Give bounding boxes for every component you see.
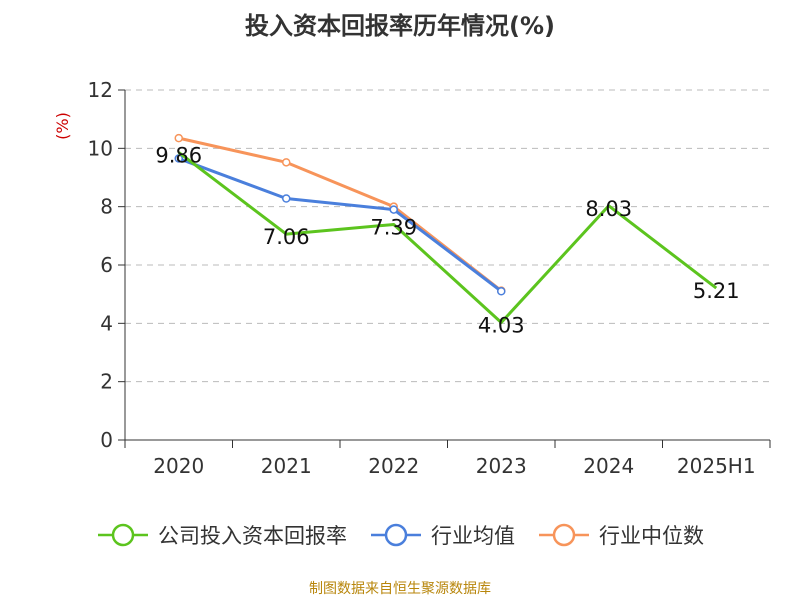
x-tick-label: 2025H1 xyxy=(677,454,756,478)
data-point-industry_avg xyxy=(389,205,398,214)
data-label: 5.21 xyxy=(693,279,740,303)
data-label: 9.86 xyxy=(155,143,202,167)
series-line-company xyxy=(177,151,718,324)
legend-label: 公司投入资本回报率 xyxy=(158,524,347,548)
data-point-industry_avg xyxy=(497,287,506,296)
legend-item-industry_avg[interactable]: 行业均值 xyxy=(369,520,515,550)
y-tick-label: 10 xyxy=(88,136,113,160)
x-tick-label: 2023 xyxy=(476,454,527,478)
series-line-industry_avg xyxy=(178,157,503,293)
data-point-industry_median xyxy=(174,133,183,143)
legend-label: 行业中位数 xyxy=(599,524,704,548)
y-tick-label: 12 xyxy=(88,78,113,102)
x-tick-label: 2021 xyxy=(261,454,312,478)
x-tick-label: 2024 xyxy=(583,454,634,478)
legend-item-company[interactable]: 公司投入资本回报率 xyxy=(96,520,347,550)
legend-label: 行业均值 xyxy=(431,524,515,548)
data-point-industry_avg xyxy=(282,194,291,203)
source-note: 制图数据来自恒生聚源数据库 xyxy=(309,581,491,597)
data-label: 8.03 xyxy=(585,197,632,221)
line-chart: 0 2 4 6 8 10 12 2020 2021 2022 2023 2024 2025H1 (%) 9.… xyxy=(53,78,771,478)
y-tick-label: 8 xyxy=(100,195,113,219)
chart-title: 投入资本回报率历年情况(%) xyxy=(245,12,555,40)
y-tick-label: 0 xyxy=(100,428,113,452)
y-tick-label: 6 xyxy=(100,253,113,277)
legend-marker-icon xyxy=(371,523,421,547)
y-axis-label: (%) xyxy=(53,112,72,140)
legend-marker-icon xyxy=(98,523,148,547)
data-label: 7.39 xyxy=(370,215,417,239)
x-tick-label: 2022 xyxy=(368,454,419,478)
y-tick-label: 2 xyxy=(100,370,113,394)
data-label: 7.06 xyxy=(263,225,310,249)
series-line-industry_median xyxy=(178,136,503,292)
legend-marker-icon xyxy=(539,523,589,547)
x-tick-label: 2020 xyxy=(153,454,204,478)
legend-item-industry_median[interactable]: 行业中位数 xyxy=(537,520,704,550)
data-point-industry_median xyxy=(282,158,291,167)
data-point-industry_avg xyxy=(174,154,183,163)
y-tick-label: 4 xyxy=(100,311,113,335)
chart-legend: 公司投入资本回报率 行业均值 行业中位数 xyxy=(0,520,800,550)
data-label: 4.03 xyxy=(478,313,525,337)
